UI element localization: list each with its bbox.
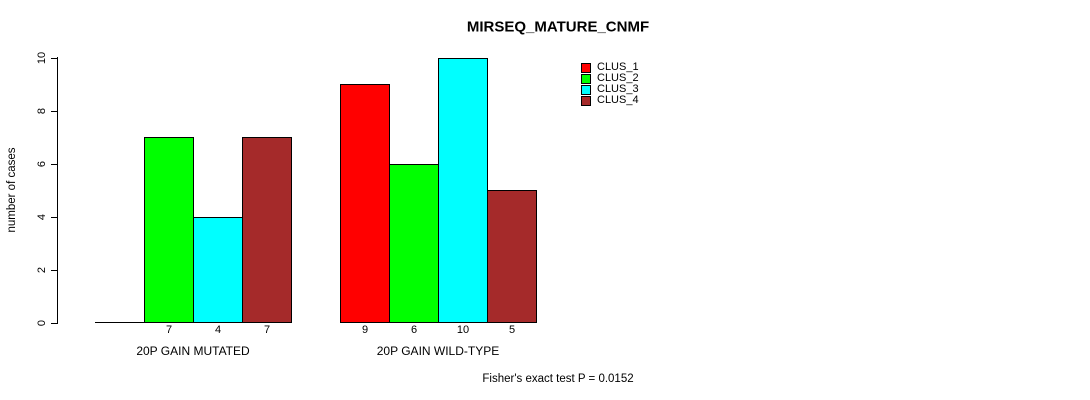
y-tick-label: 8 — [36, 107, 48, 115]
legend-label: CLUS_4 — [597, 94, 639, 106]
y-tick-mark — [51, 323, 57, 324]
bar-value-label: 5 — [508, 324, 516, 336]
y-tick-mark — [51, 270, 57, 271]
bar-value-label: 7 — [263, 324, 271, 336]
y-tick-mark — [51, 217, 57, 218]
legend-label: CLUS_3 — [597, 83, 639, 95]
bar-value-label: 6 — [410, 324, 418, 336]
bar-clus_4-group1 — [242, 137, 292, 323]
group-label-1: 20P GAIN MUTATED — [136, 344, 250, 358]
legend-swatch-icon — [581, 62, 591, 73]
y-tick-label: 0 — [36, 319, 48, 327]
bar-clus_2-group1 — [144, 137, 194, 323]
legend-swatch-icon — [581, 84, 591, 95]
bar-clus_3-group1 — [193, 217, 243, 323]
legend-swatch-icon — [581, 95, 591, 106]
bar-value-label: 9 — [361, 324, 369, 336]
y-tick-label: 6 — [36, 160, 48, 168]
group-label-2: 20P GAIN WILD-TYPE — [376, 344, 500, 358]
y-tick-mark — [51, 164, 57, 165]
legend-swatch-icon — [581, 73, 591, 84]
legend-label: CLUS_2 — [597, 72, 639, 84]
y-tick-label: 4 — [36, 213, 48, 221]
bar-clus_1-group2 — [340, 84, 390, 323]
legend-label: CLUS_1 — [597, 61, 639, 73]
y-axis-label: number of cases — [6, 147, 18, 233]
legend-item-clus_4: CLUS_4 — [581, 95, 639, 106]
legend-item-clus_3: CLUS_3 — [581, 84, 639, 95]
bar-value-label: 4 — [214, 324, 222, 336]
legend-item-clus_1: CLUS_1 — [581, 62, 639, 73]
bar-clus_4-group2 — [487, 190, 537, 323]
zero-bar-clus_1-group1 — [95, 322, 145, 323]
y-tick-label: 2 — [36, 266, 48, 274]
bar-value-label: 7 — [165, 324, 173, 336]
bar-clus_2-group2 — [389, 164, 439, 323]
y-tick-label: 10 — [36, 51, 48, 65]
chart-title: MIRSEQ_MATURE_CNMF — [466, 18, 650, 36]
footer-stat: Fisher's exact test P = 0.0152 — [482, 373, 634, 385]
legend-item-clus_2: CLUS_2 — [581, 73, 639, 84]
bar-value-label: 10 — [456, 324, 470, 336]
y-axis — [57, 57, 58, 324]
bar-clus_3-group2 — [438, 58, 488, 323]
y-tick-mark — [51, 58, 57, 59]
y-tick-mark — [51, 111, 57, 112]
